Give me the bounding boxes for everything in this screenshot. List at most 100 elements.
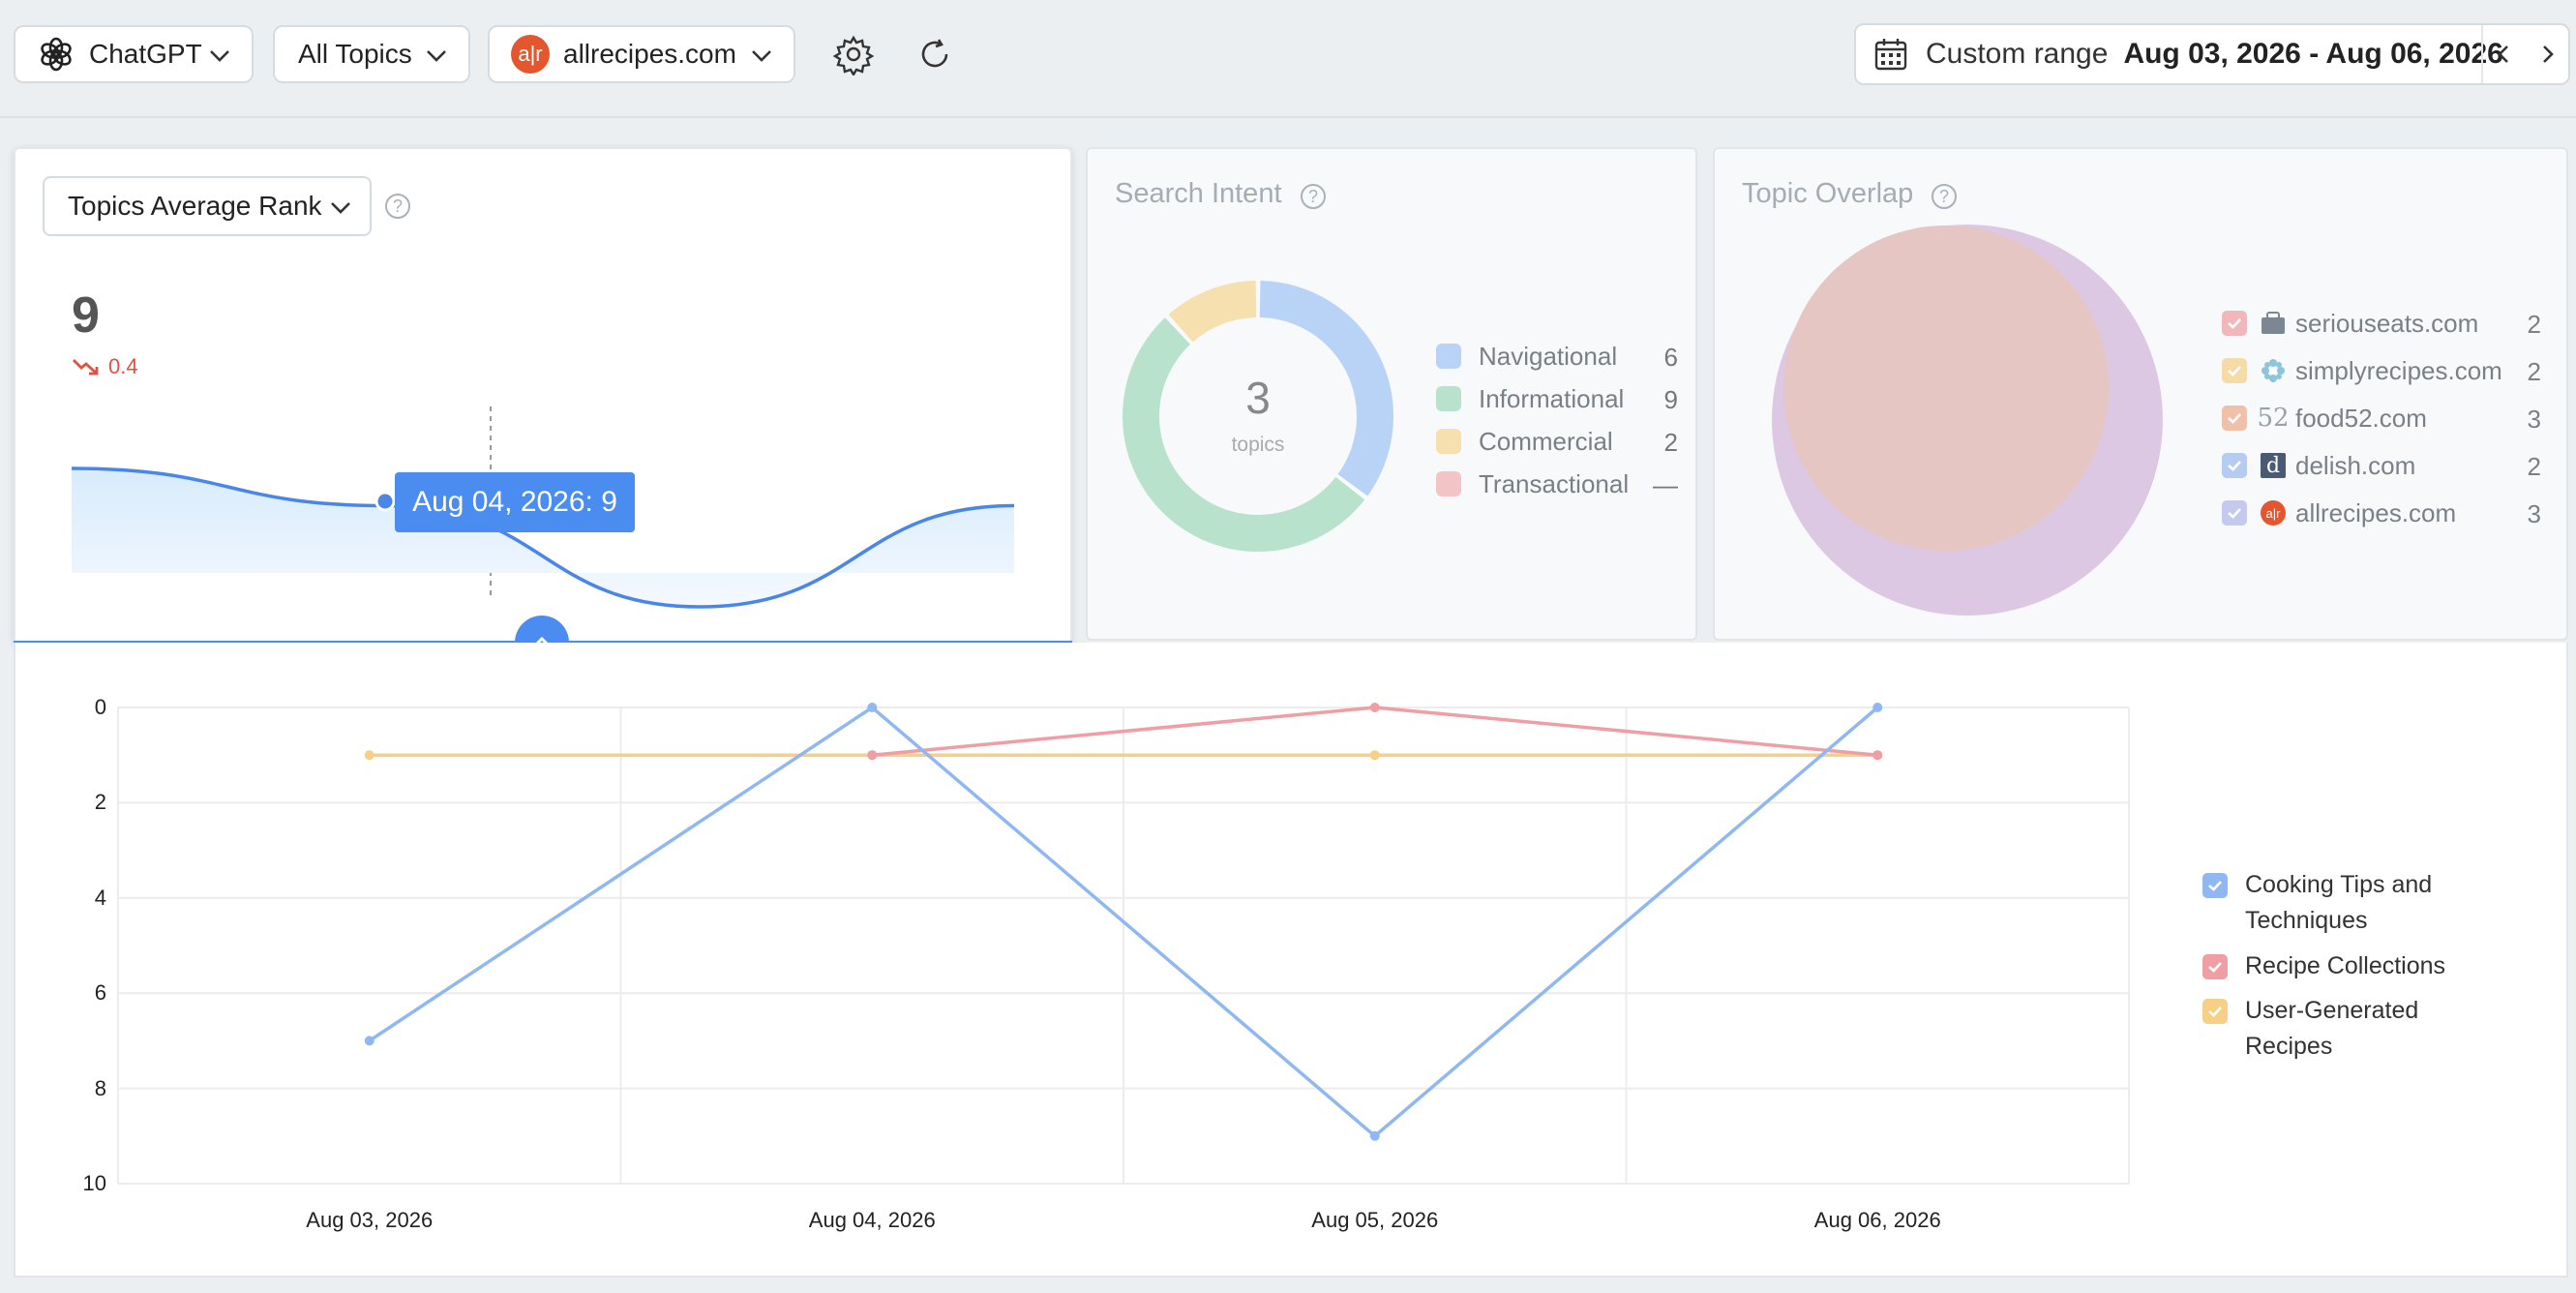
chart-legend-item[interactable]: Cooking Tips and Techniques [2202,867,2493,939]
metric-dropdown[interactable]: Topics Average Rank [43,176,372,236]
rank-value: 9 [72,287,100,344]
legend-count: — [1653,470,1678,499]
series-point[interactable] [867,703,878,712]
series-point[interactable] [1369,750,1380,761]
chart-legend-item[interactable]: Recipe Collections [2202,948,2493,984]
overlap-site-count: 3 [2527,499,2541,528]
checkbox-checked-icon[interactable] [2222,500,2247,526]
intent-center-label: topics [1231,434,1285,456]
checkbox-checked-icon[interactable] [2202,999,2228,1024]
domain-dropdown[interactable]: a|r allrecipes.com [488,25,795,83]
legend-label: Commercial [1479,426,1613,456]
intent-legend-item[interactable]: Transactional — [1436,466,1678,501]
domain-label: allrecipes.com [563,39,736,69]
help-icon[interactable]: ? [1301,184,1326,209]
donut-slice-informational[interactable] [1123,317,1365,553]
series-cooking-tips-and-techniques [364,703,1883,1141]
y-tick-label: 8 [94,1075,106,1100]
sparkline-active-point [374,491,396,512]
legend-swatch [1436,471,1461,496]
overlap-site-name: allrecipes.com [2295,497,2457,527]
series-point[interactable] [364,750,374,761]
rank-delta: 0.4 [72,354,138,379]
chatgpt-logo-icon [37,35,75,74]
help-icon[interactable]: ? [1932,184,1957,209]
donut-slice-navigational[interactable] [1259,281,1393,496]
donut-slice-commercial[interactable] [1168,281,1257,343]
checkbox-checked-icon[interactable] [2222,311,2247,336]
overlap-site-item[interactable]: a|r allrecipes.com 3 [2222,496,2541,530]
engine-dropdown[interactable]: ChatGPT [14,25,254,83]
intent-legend-item[interactable]: Commercial 2 [1436,424,1678,459]
sparkline-line [71,466,1015,609]
chart-legend-label: User-Generated Recipes [2245,997,2419,1060]
chart-legend-item[interactable]: User-Generated Recipes [2202,993,2493,1065]
checkbox-checked-icon[interactable] [2202,873,2228,898]
chevron-left-icon[interactable] [2483,25,2526,83]
x-tick-label: Aug 05, 2026 [1311,1208,1439,1232]
overlap-site-item[interactable]: d delish.com 2 [2222,448,2541,483]
overlap-site-item[interactable]: seriouseats.com 2 [2222,306,2541,341]
overlap-site-item[interactable]: 52 food52.com 3 [2222,401,2541,436]
chevron-down-icon [424,43,449,68]
chevron-down-icon [207,43,232,68]
y-tick-label: 0 [94,695,106,719]
y-tick-label: 6 [94,980,106,1006]
flower-icon [2261,358,2286,383]
x-tick-label: Aug 03, 2026 [306,1208,434,1232]
chart-legend-label: Cooking Tips and Techniques [2245,871,2433,934]
series-point[interactable] [1369,703,1380,712]
overlap-site-count: 2 [2527,452,2541,481]
y-tick-label: 10 [82,1171,106,1195]
legend-label: Navigational [1479,341,1618,371]
series-line [872,706,1878,757]
checkbox-checked-icon[interactable] [2202,954,2228,979]
chevron-down-icon [327,194,354,221]
overlap-site-count: 2 [2527,357,2541,386]
y-tick-label: 2 [94,790,106,815]
intent-legend-item[interactable]: Navigational 6 [1436,339,1678,374]
topic-overlap-title: Topic Overlap [1742,178,1914,209]
intent-legend-item[interactable]: Informational 9 [1436,381,1678,416]
overlap-site-count: 2 [2527,310,2541,339]
checkbox-checked-icon[interactable] [2222,406,2247,431]
legend-count: 6 [1663,343,1678,372]
engine-label: ChatGPT [89,39,202,69]
overlap-venn [1772,225,2163,616]
allrecipes-logo-icon: a|r [511,35,550,74]
food52-icon: 52 [2257,404,2290,433]
series-line [368,705,1879,1139]
series-point[interactable] [867,750,878,761]
trend-down-icon [72,356,101,377]
series-point[interactable] [1369,1130,1380,1141]
checkbox-checked-icon[interactable] [2222,358,2247,383]
rank-sparkline [71,406,1015,609]
chevron-right-icon[interactable] [2526,25,2568,83]
settings-gear-icon[interactable] [828,29,879,79]
help-icon[interactable]: ? [385,194,410,219]
legend-label: Transactional [1479,468,1630,498]
overlap-site-item[interactable]: simplyrecipes.com 2 [2222,353,2541,388]
topics-dropdown[interactable]: All Topics [273,25,470,83]
series-point[interactable] [1872,750,1883,761]
legend-count: 9 [1663,385,1678,414]
search-intent-title: Search Intent [1115,178,1282,209]
intent-center-value: 3 [1245,373,1271,423]
topics-label: All Topics [298,39,412,69]
y-tick-label: 4 [94,885,106,910]
metric-label: Topics Average Rank [68,191,322,221]
chart-grid [117,707,2130,1185]
series-point[interactable] [364,1036,374,1046]
overlap-site-name: food52.com [2295,403,2427,433]
refresh-icon[interactable] [910,29,960,79]
legend-swatch [1436,429,1461,454]
range-value: Aug 03, 2026 - Aug 06, 2026 [2123,38,2503,70]
checkbox-checked-icon[interactable] [2222,453,2247,478]
chart-legend-label: Recipe Collections [2245,952,2446,979]
overlap-site-name: delish.com [2295,450,2416,480]
legend-label: Informational [1479,383,1625,413]
date-range-picker[interactable]: Custom range Aug 03, 2026 - Aug 06, 2026 [1854,23,2570,85]
series-point[interactable] [1872,703,1883,712]
allrecipes-icon: a|r [2261,500,2286,526]
